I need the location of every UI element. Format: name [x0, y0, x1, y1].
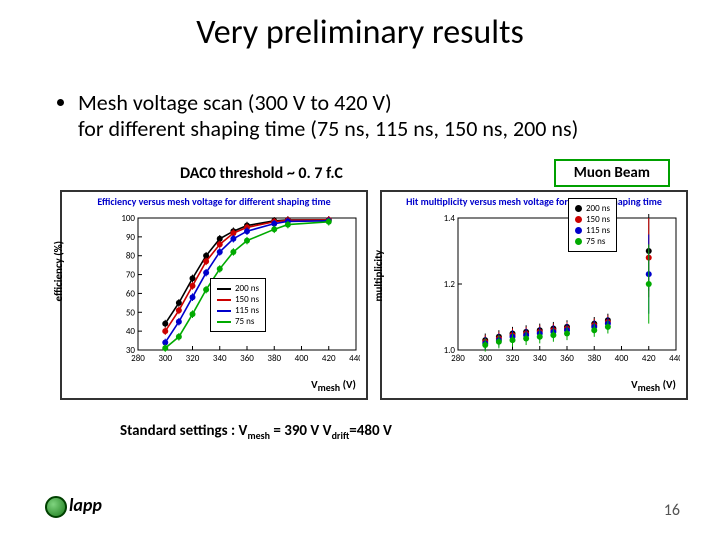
- svg-text:400: 400: [615, 353, 629, 364]
- bullet-list: Mesh voltage scan (300 V to 420 V)for di…: [60, 90, 578, 143]
- legend-line-icon: [217, 288, 231, 290]
- legend-item: 115 ns: [217, 305, 259, 316]
- legend-line-icon: [217, 310, 231, 312]
- chart1-xlabel-suf: (V): [340, 378, 356, 391]
- std-pre: Standard settings : V: [120, 422, 247, 440]
- legend-label: 115 ns: [586, 225, 610, 236]
- lapp-text: lapp: [69, 494, 102, 516]
- std-sub2: drift: [332, 429, 350, 442]
- legend-item: 150 ns: [575, 214, 610, 225]
- svg-text:90: 90: [126, 232, 136, 243]
- slide-number: 16: [664, 501, 680, 520]
- svg-text:320: 320: [506, 353, 520, 364]
- chart2-ylabel: multiplicity: [372, 250, 385, 302]
- svg-text:320: 320: [186, 353, 200, 364]
- legend-item: 115 ns: [575, 225, 610, 236]
- legend-item: 75 ns: [217, 316, 259, 327]
- svg-text:400: 400: [295, 353, 309, 364]
- svg-text:380: 380: [267, 353, 281, 364]
- svg-text:380: 380: [587, 353, 601, 364]
- std-sub1: mesh: [247, 429, 270, 442]
- chart2-title: Hit multiplicity versus mesh voltage for…: [382, 195, 686, 208]
- legend-label: 115 ns: [235, 305, 259, 316]
- legend-line-icon: [217, 321, 231, 323]
- svg-text:100: 100: [121, 214, 135, 224]
- standard-settings: Standard settings : Vmesh = 390 V Vdrift…: [120, 422, 392, 442]
- svg-text:420: 420: [322, 353, 336, 364]
- svg-text:420: 420: [642, 353, 656, 364]
- svg-text:340: 340: [213, 353, 227, 364]
- dac-threshold-text: DAC0 threshold ~ 0. 7 f.C: [180, 164, 343, 183]
- chart1-xlabel-sub: mesh: [318, 381, 341, 394]
- svg-text:360: 360: [240, 353, 254, 364]
- legend-item: 75 ns: [575, 236, 610, 247]
- legend-item: 200 ns: [575, 203, 610, 214]
- chart2-xlabel-suf: (V): [660, 378, 676, 391]
- bullet-1: Mesh voltage scan (300 V to 420 V)for di…: [78, 90, 578, 143]
- chart1-legend: 200 ns150 ns115 ns75 ns: [210, 278, 266, 332]
- legend-marker-icon: [575, 205, 582, 212]
- legend-marker-icon: [575, 216, 582, 223]
- chart2-xlabel: Vmesh (V): [631, 378, 676, 394]
- legend-marker-icon: [575, 238, 582, 245]
- slide-title: Very preliminary results: [0, 12, 720, 53]
- svg-text:50: 50: [126, 307, 136, 318]
- svg-text:440: 440: [669, 353, 680, 364]
- svg-text:300: 300: [158, 353, 172, 364]
- svg-text:60: 60: [126, 288, 136, 299]
- legend-item: 200 ns: [217, 283, 259, 294]
- chart2-legend: 200 ns150 ns115 ns75 ns: [568, 198, 617, 252]
- chart2-plot: 2803003203403603804004204401.01.21.4: [432, 214, 680, 368]
- svg-text:80: 80: [126, 251, 136, 262]
- svg-text:30: 30: [126, 345, 136, 356]
- legend-label: 75 ns: [235, 316, 254, 327]
- bullet-1-text: Mesh voltage scan (300 V to 420 V): [78, 89, 392, 116]
- svg-text:1.2: 1.2: [444, 279, 456, 290]
- muon-beam-badge: Muon Beam: [554, 159, 670, 187]
- bullet-2-text: for different shaping time (75 ns, 115 n…: [78, 115, 578, 142]
- legend-item: 150 ns: [217, 294, 259, 305]
- legend-line-icon: [217, 299, 231, 301]
- svg-text:1.4: 1.4: [444, 214, 456, 224]
- chart1-ylabel: efficiency (%): [52, 241, 65, 302]
- svg-text:360: 360: [560, 353, 574, 364]
- lapp-logo: lapp: [45, 494, 102, 518]
- svg-text:340: 340: [533, 353, 547, 364]
- legend-label: 150 ns: [235, 294, 259, 305]
- svg-text:40: 40: [126, 326, 136, 337]
- legend-label: 75 ns: [586, 236, 605, 247]
- svg-text:440: 440: [349, 353, 360, 364]
- lapp-logo-icon: [45, 496, 67, 518]
- charts-row: Efficiency versus mesh voltage for diffe…: [60, 190, 688, 400]
- chart1-xlabel: Vmesh (V): [311, 378, 356, 394]
- legend-label: 200 ns: [586, 203, 610, 214]
- legend-label: 200 ns: [235, 283, 259, 294]
- svg-text:70: 70: [126, 270, 136, 281]
- svg-text:300: 300: [478, 353, 492, 364]
- multiplicity-chart: Hit multiplicity versus mesh voltage for…: [380, 190, 688, 400]
- svg-text:1.0: 1.0: [444, 345, 456, 356]
- std-mid: = 390 V V: [270, 422, 332, 440]
- chart1-title: Efficiency versus mesh voltage for diffe…: [62, 195, 366, 208]
- std-suf: =480 V: [349, 422, 392, 440]
- legend-marker-icon: [575, 227, 582, 234]
- legend-label: 150 ns: [586, 214, 610, 225]
- efficiency-chart: Efficiency versus mesh voltage for diffe…: [60, 190, 368, 400]
- chart2-xlabel-sub: mesh: [638, 381, 661, 394]
